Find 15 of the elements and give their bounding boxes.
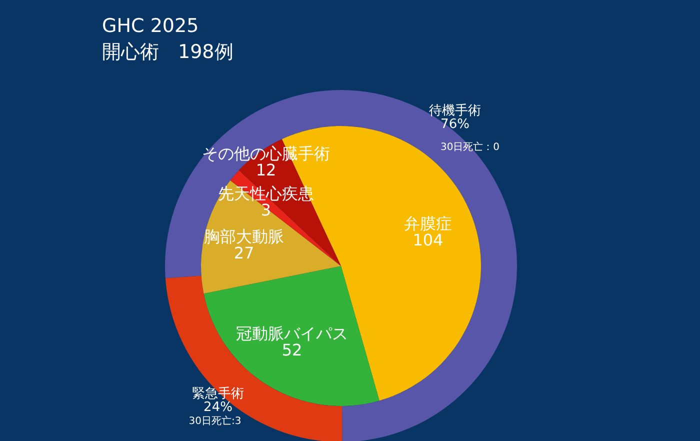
slice-label: 胸部大動脈 (204, 226, 284, 246)
slice-label: 緊急手術 (192, 386, 244, 402)
data-label: 24% (204, 400, 232, 416)
text: 30日死亡:3 (188, 415, 242, 427)
text: 30日死亡：0 (440, 141, 500, 153)
data-label: 76% (440, 117, 470, 132)
slice-label: 弁膜症 (404, 214, 452, 233)
data-label: 52 (282, 340, 302, 360)
chart-subtitle: 開心術 198例 (102, 41, 234, 63)
slice-label: 冠動脈バイパス (236, 324, 348, 343)
data-label: 12 (256, 160, 276, 180)
chart-title: GHC 2025 (102, 15, 199, 37)
data-label: 27 (234, 244, 254, 263)
slice-label: 待機手術 (429, 103, 481, 118)
data-label: 104 (412, 230, 444, 250)
